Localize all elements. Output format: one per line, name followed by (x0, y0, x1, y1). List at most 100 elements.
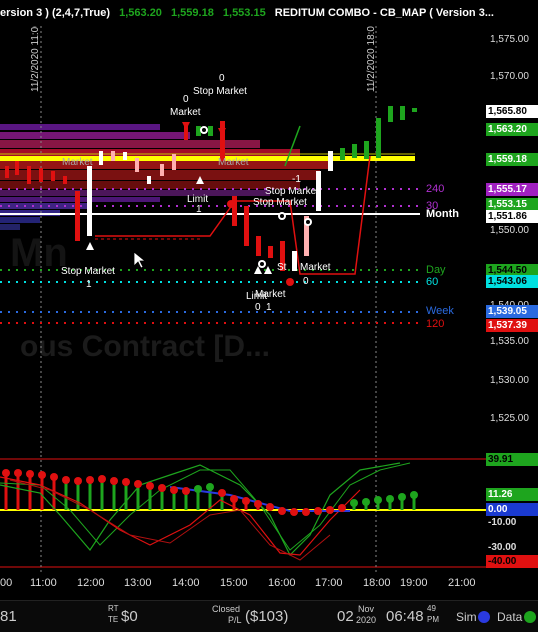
mouse-cursor-icon (134, 252, 146, 269)
time-tick: 14:00 (172, 577, 200, 589)
price-tick: 1,570.00 (490, 71, 529, 82)
rt-label: RT (108, 604, 119, 613)
price-tag: 1,537.39 (486, 319, 538, 332)
order-type-label: Market (218, 157, 249, 168)
strategy-title: REDITUM COMBO - CB_MAP ( Version 3... (274, 7, 494, 19)
time-tick: 00 (0, 577, 13, 589)
order-qty-label: 0 (303, 276, 309, 287)
instrument-watermark: ous Contract [D... (20, 330, 270, 363)
price-tag: 1,543.06 (486, 275, 538, 288)
data-label: Data (497, 610, 523, 624)
level-30-label: 30 (426, 200, 439, 212)
price-tick: 1,535.00 (490, 336, 529, 347)
price-tag: 1,539.05 (486, 305, 538, 318)
clock-time: 06:48 (386, 608, 424, 625)
price-tag: 1,555.17 (486, 183, 538, 196)
time-tick: 13:00 (124, 577, 152, 589)
header-price-2: 1,559.18 (171, 7, 214, 19)
order-qty-label: 1 (86, 279, 92, 290)
account-fragment: 81 (0, 608, 17, 625)
closed-label: Closed (212, 604, 241, 614)
osc-tick: -30.00 (488, 542, 517, 553)
status-bar: 81 RT TE $0 Closed P/L ($103) 02 Nov 202… (0, 600, 538, 632)
time-axis[interactable]: 00 11:00 12:00 13:00 14:00 15:00 16:00 1… (0, 573, 538, 593)
date-month: Nov (358, 604, 375, 614)
yellow-band (0, 156, 415, 161)
time-tick: 18:00 (363, 577, 391, 589)
order-type-label: St (277, 262, 287, 273)
time-tick: 19:00 (400, 577, 428, 589)
chart-header: ersion 3 ) (2,4,7,True) 1,563.20 1,559.1… (0, 0, 538, 26)
closed-pl-value: ($103) (245, 608, 289, 625)
oscillator-axis[interactable]: 39.91 11.26 0.00 -10.00 -30.00 -40.00 (486, 453, 538, 573)
level-240-label: 240 (426, 183, 445, 195)
order-type-label: Stop Market (265, 186, 319, 197)
order-qty-label: 1 (266, 302, 272, 313)
order-type-label: Stop Market (253, 197, 307, 208)
clock-seconds: 49 (427, 604, 436, 613)
price-tag: 1,559.18 (486, 153, 538, 166)
session-end-label: 11/2/2020 18:00 (366, 26, 377, 92)
trade-markers (86, 122, 312, 286)
realized-pl: $0 (121, 608, 138, 625)
te-label: TE (108, 615, 119, 624)
order-type-label: Limit (187, 194, 209, 205)
time-tick: 15:00 (220, 577, 248, 589)
indicator-title: ersion 3 ) (2,4,7,True) (0, 7, 111, 19)
osc-tag: 11.26 (486, 488, 538, 501)
order-type-label: Market (255, 289, 286, 300)
time-tick: 16:00 (268, 577, 296, 589)
day-label: Day (426, 264, 446, 276)
date-year: 2020 (356, 615, 377, 625)
time-tick: 12:00 (77, 577, 105, 589)
pl-label: P/L (228, 615, 242, 625)
order-type-label: Market (62, 157, 93, 168)
candlesticks (5, 106, 417, 271)
month-label: Month (426, 208, 459, 220)
price-axis[interactable]: 1,575.00 1,570.00 1,550.00 1,540.00 1,53… (486, 26, 538, 456)
level-lines (0, 188, 420, 324)
price-tag: 1,563.20 (486, 123, 538, 136)
price-tick: 1,530.00 (490, 375, 529, 386)
order-qty-label: 0 (255, 302, 261, 313)
order-type-label: Market (170, 107, 201, 118)
data-status-icon (524, 611, 536, 623)
order-type-label: Stop Market (193, 86, 247, 97)
osc-tag: 39.91 (486, 453, 538, 466)
week-label: Week (426, 305, 454, 317)
level-120-label: 120 (426, 318, 445, 330)
price-chart[interactable]: ous Contract [D... Mn (0, 26, 486, 456)
header-price-3: 1,553.15 (222, 7, 266, 19)
price-tag: 1,553.15 (486, 198, 538, 211)
sim-status-icon (478, 611, 490, 623)
order-qty-label: 1 (196, 204, 202, 215)
date-day: 02 (337, 608, 354, 625)
price-tick: 1,550.00 (490, 225, 529, 236)
time-tick: 11:00 (30, 577, 57, 589)
price-tag: 1,544.50 (486, 264, 538, 277)
session-start-label: 11/2/2020 11:00 (30, 26, 41, 92)
level-60-label: 60 (426, 276, 439, 288)
order-qty-label: 0 (219, 73, 225, 84)
price-tag-last: 1,565.80 (486, 105, 538, 118)
order-type-label: Limit (246, 291, 268, 302)
osc-tag: 0.00 (486, 503, 538, 516)
order-type-label: Market (300, 262, 331, 273)
svg-text:Mn: Mn (10, 231, 68, 275)
osc-tick: -10.00 (488, 517, 517, 528)
order-qty-label: -1 (292, 174, 301, 185)
price-tick: 1,525.00 (490, 413, 529, 424)
clock-ampm: PM (427, 615, 439, 624)
oscillator-dots (2, 469, 418, 516)
order-type-label: Stop Market (61, 266, 115, 277)
osc-tag: -40.00 (486, 555, 538, 568)
order-qty-label: 0 (183, 94, 189, 105)
price-tag: 1,551.86 (486, 210, 538, 223)
time-tick: 17:00 (315, 577, 343, 589)
header-price-1: 1,563.20 (119, 7, 162, 19)
price-tick: 1,575.00 (490, 34, 529, 45)
sim-label: Sim (456, 610, 477, 624)
trailing-stop-line (95, 155, 371, 275)
oscillator-panel[interactable] (0, 455, 486, 573)
time-tick: 21:00 (448, 577, 476, 589)
